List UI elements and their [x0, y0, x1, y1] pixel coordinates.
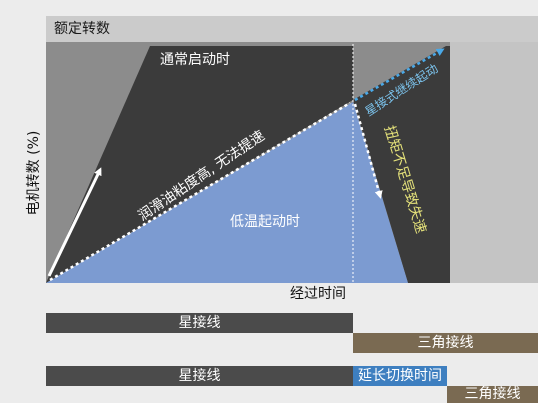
normal-start-arrow	[47, 167, 102, 277]
cold-start-label: 低温起动时	[230, 214, 300, 230]
stall-arrow	[353, 103, 383, 199]
rated-speed-band	[46, 16, 538, 42]
timeline-star-bar-1: 星接线	[46, 313, 353, 333]
y-axis-label: 电机转数 (%)	[26, 130, 42, 216]
oil-viscosity-arrow	[49, 101, 351, 282]
x-axis-label: 经过时间	[290, 286, 346, 302]
cold-start-region	[46, 102, 408, 283]
normal-start-label: 通常启动时	[160, 52, 230, 68]
star-continue-region	[353, 46, 450, 283]
normal-start-region	[46, 46, 353, 283]
star-continue-arrow	[354, 48, 445, 102]
plot-right-area	[450, 42, 538, 283]
timeline-delta-bar-1: 三角接线	[353, 333, 538, 353]
timeline-extend-bar: 延长切换时间	[353, 366, 447, 386]
timeline-star-bar-2: 星接线	[46, 366, 353, 386]
rated-speed-label: 额定转数	[54, 21, 110, 37]
timeline-delta-bar-2: 三角接线	[447, 386, 538, 403]
